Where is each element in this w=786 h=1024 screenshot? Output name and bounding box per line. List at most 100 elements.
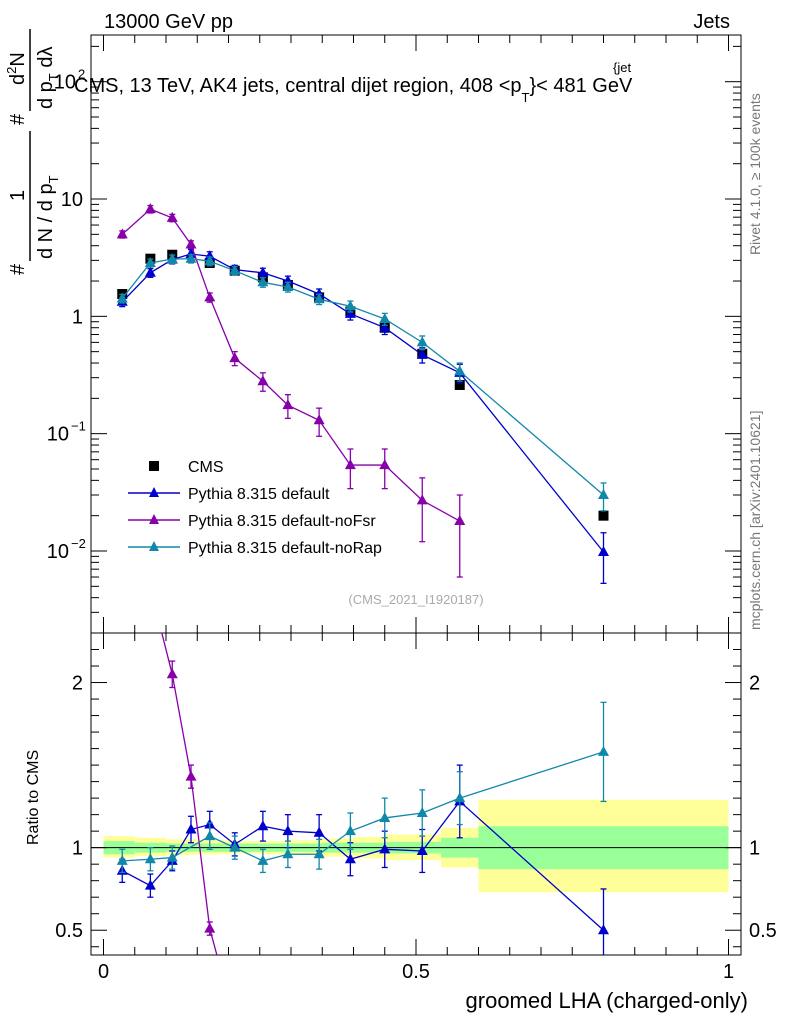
point-pythia-8-315-default-norap [344, 300, 356, 311]
ylabel-den: d N / d pT [35, 175, 61, 259]
ratio-point-pythia-8-315-default [185, 823, 197, 834]
ratio-point-pythia-8-315-default-norap [344, 825, 356, 836]
ratio-point-pythia-8-315-default-norap [166, 851, 178, 862]
ratio-point-pythia-8-315-default-norap [598, 745, 609, 756]
ratio-y-tick-label: 0.5 [55, 920, 83, 942]
ratio-point-pythia-8-315-default-norap [229, 841, 241, 852]
ratio-x-tick-label: 0.5 [402, 961, 430, 983]
plot-title: CMS, 13 TeV, AK4 jets, central dijet reg… [74, 75, 633, 105]
ratio-point-pythia-8-315-default-norap [416, 806, 428, 817]
point-pythia-8-315-default-norap [454, 365, 466, 376]
header-right: Jets [693, 11, 730, 33]
main-y-tick-label: 10 [61, 189, 83, 211]
plot-title-sup: {jet [613, 60, 631, 75]
legend-label-cms: CMS [188, 459, 224, 476]
point-pythia-8-315-default [313, 288, 325, 299]
main-y-tick-exp: 2 [78, 67, 85, 82]
point-pythia-8-315-default-norap [313, 293, 325, 304]
ratio-point-pythia-8-315-default [416, 844, 428, 855]
ratio-point-pythia-8-315-default-nofsr [166, 668, 178, 679]
plot-title-sub: T [522, 90, 530, 105]
main-y-tick-label: 10 [47, 424, 69, 446]
point-pythia-8-315-default [344, 307, 356, 318]
point-pythia-8-315-default-norap [144, 256, 156, 267]
point-pythia-8-315-default-norap [282, 280, 294, 291]
ylabel-den-sub: T [46, 175, 61, 183]
point-pythia-8-315-default-norap [166, 253, 178, 264]
point-pythia-8-315-default-nofsr [116, 228, 128, 239]
main-y-tick-label: 10 [47, 541, 69, 563]
ylabel-num2: d2N [4, 52, 29, 85]
main-series-group [116, 203, 609, 584]
point-pythia-8-315-default [416, 348, 428, 359]
ratio-point-pythia-8-315-default-nofsr [185, 770, 197, 781]
ratio-point-pythia-8-315-default-norap [379, 811, 391, 822]
ratio-point-pythia-8-315-default-norap [144, 853, 156, 864]
ratio-plot-frame [90, 632, 742, 956]
ratio-point-pythia-8-315-default [344, 853, 356, 864]
ratio-line-pythia-8-315-default-nofsr [161, 633, 218, 955]
point-pythia-8-315-default-nofsr [313, 414, 325, 425]
ratio-point-pythia-8-315-default [313, 826, 325, 837]
main-y-tick-label: 1 [72, 306, 83, 328]
legend-marker-cms [149, 461, 159, 471]
point-pythia-8-315-default-norap [204, 255, 216, 266]
point-cms [454, 379, 465, 390]
point-pythia-8-315-default-nofsr [185, 238, 197, 249]
side-label-rivet: Rivet 4.1.0, ≥ 100k events [747, 93, 763, 255]
point-pythia-8-315-default-nofsr [257, 375, 269, 386]
point-pythia-8-315-default-nofsr [229, 352, 241, 363]
legend-marker-default [149, 487, 159, 497]
legend-marker-nofsr [149, 514, 159, 524]
point-pythia-8-315-default-norap [257, 276, 269, 287]
ratio-y-tick-label-right: 1 [749, 838, 760, 860]
series-line-pythia-8-315-default [121, 253, 605, 553]
watermark: (CMS_2021_I1920187) [348, 592, 483, 607]
ratio-point-pythia-8-315-default-norap [116, 854, 128, 865]
point-pythia-8-315-default [144, 266, 156, 277]
ylabel-den2-sub: T [46, 73, 61, 81]
point-pythia-8-315-default-nofsr [166, 211, 178, 222]
ratio-series-group [116, 633, 609, 955]
ylabel-num2-sup: 2 [4, 67, 19, 74]
ratio-point-pythia-8-315-default-norap [257, 854, 269, 865]
point-pythia-8-315-default-norap [229, 264, 241, 275]
plot-title-tail: }< 481 GeV [529, 75, 633, 97]
point-pythia-8-315-default [598, 546, 609, 557]
point-pythia-8-315-default-nofsr [344, 459, 356, 470]
ratio-y-tick-label: 1 [72, 838, 83, 860]
ylabel-den2-text: d p [35, 81, 57, 109]
point-pythia-8-315-default-norap [116, 292, 128, 303]
ratio-point-pythia-8-315-default [257, 820, 269, 831]
point-pythia-8-315-default-norap [379, 312, 391, 323]
ylabel-num2-tail: N [7, 52, 29, 66]
point-pythia-8-315-default-nofsr [204, 291, 216, 302]
ratio-point-pythia-8-315-default-norap [204, 830, 216, 841]
point-pythia-8-315-default-nofsr [144, 203, 156, 214]
ratio-point-pythia-8-315-default-norap [454, 792, 466, 803]
point-pythia-8-315-default-nofsr [379, 459, 391, 470]
ylabel-hash1: # [7, 263, 29, 275]
point-pythia-8-315-default-nofsr [282, 399, 294, 410]
ylabel-den-text: d N / d p [35, 183, 57, 259]
legend-label-default: Pythia 8.315 default [188, 486, 330, 503]
ratio-y-tick-label-right: 2 [749, 673, 760, 695]
ratio-y-label: Ratio to CMS [25, 750, 42, 845]
x-axis-label: groomed LHA (charged-only) [466, 988, 748, 1013]
ratio-x-tick-label: 0 [98, 961, 109, 983]
side-label-mcplots: mcplots.cern.ch [arXiv:2401.10621] [747, 411, 763, 630]
point-pythia-8-315-default [379, 321, 391, 332]
ratio-point-pythia-8-315-default-norap [313, 848, 325, 859]
main-y-tick-exp: −1 [71, 419, 86, 434]
point-pythia-8-315-default-norap [598, 489, 609, 500]
point-cms [598, 510, 609, 521]
ylabel-num2-text: d [7, 74, 29, 85]
point-pythia-8-315-default-norap [416, 336, 428, 347]
ratio-y-tick-label-right: 0.5 [749, 920, 777, 942]
ylabel-den2-tail: dλ [35, 47, 57, 74]
ratio-point-pythia-8-315-default-norap [282, 848, 294, 859]
legend: CMS Pythia 8.315 default Pythia 8.315 de… [128, 459, 382, 557]
point-pythia-8-315-default [257, 266, 269, 277]
